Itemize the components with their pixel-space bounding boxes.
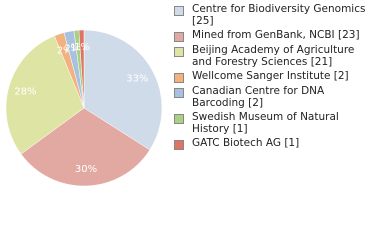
- legend-item: Swedish Museum of Natural History [1]: [172, 111, 377, 135]
- slice-label: 33%: [126, 74, 148, 85]
- legend-label: Beijing Academy of Agriculture and Fores…: [192, 44, 355, 68]
- legend-label: Swedish Museum of Natural History [1]: [192, 111, 339, 135]
- slice-label: 2%: [64, 43, 80, 54]
- legend-label: Mined from GenBank, NCBI [23]: [192, 29, 360, 41]
- legend-label: GATC Biotech AG [1]: [192, 137, 300, 149]
- legend-item: Mined from GenBank, NCBI [23]: [172, 29, 377, 42]
- slice-label: 1%: [70, 42, 86, 53]
- legend-swatch: [174, 6, 184, 16]
- legend-item: Beijing Academy of Agriculture and Fores…: [172, 44, 377, 68]
- pie-chart: 33% 30% 28% 2%2%1%1%: [5, 29, 163, 187]
- slice-label: 28%: [14, 86, 36, 97]
- legend-label: Canadian Centre for DNA Barcoding [2]: [192, 85, 325, 109]
- legend-swatch: [174, 32, 184, 42]
- legend-swatch: [174, 114, 184, 124]
- pie-slice: [78, 29, 85, 109]
- legend-label: Centre for Biodiversity Genomics [25]: [192, 3, 366, 27]
- pie-slice: [5, 35, 85, 155]
- legend: Centre for Biodiversity Genomics [25] Min…: [172, 3, 377, 153]
- slice-label: 1%: [74, 42, 90, 53]
- legend-label: Wellcome Sanger Institute [2]: [192, 70, 349, 82]
- legend-swatch: [174, 47, 184, 57]
- legend-swatch: [174, 73, 184, 83]
- slice-label: 30%: [75, 164, 97, 175]
- pie-slice: [83, 29, 163, 151]
- slice-label: 2%: [57, 45, 73, 56]
- pie-slice: [20, 107, 151, 187]
- legend-item: Canadian Centre for DNA Barcoding [2]: [172, 85, 377, 109]
- legend-item: Wellcome Sanger Institute [2]: [172, 70, 377, 83]
- legend-swatch: [174, 140, 184, 150]
- legend-swatch: [174, 88, 184, 98]
- legend-item: GATC Biotech AG [1]: [172, 137, 377, 150]
- legend-item: Centre for Biodiversity Genomics [25]: [172, 3, 377, 27]
